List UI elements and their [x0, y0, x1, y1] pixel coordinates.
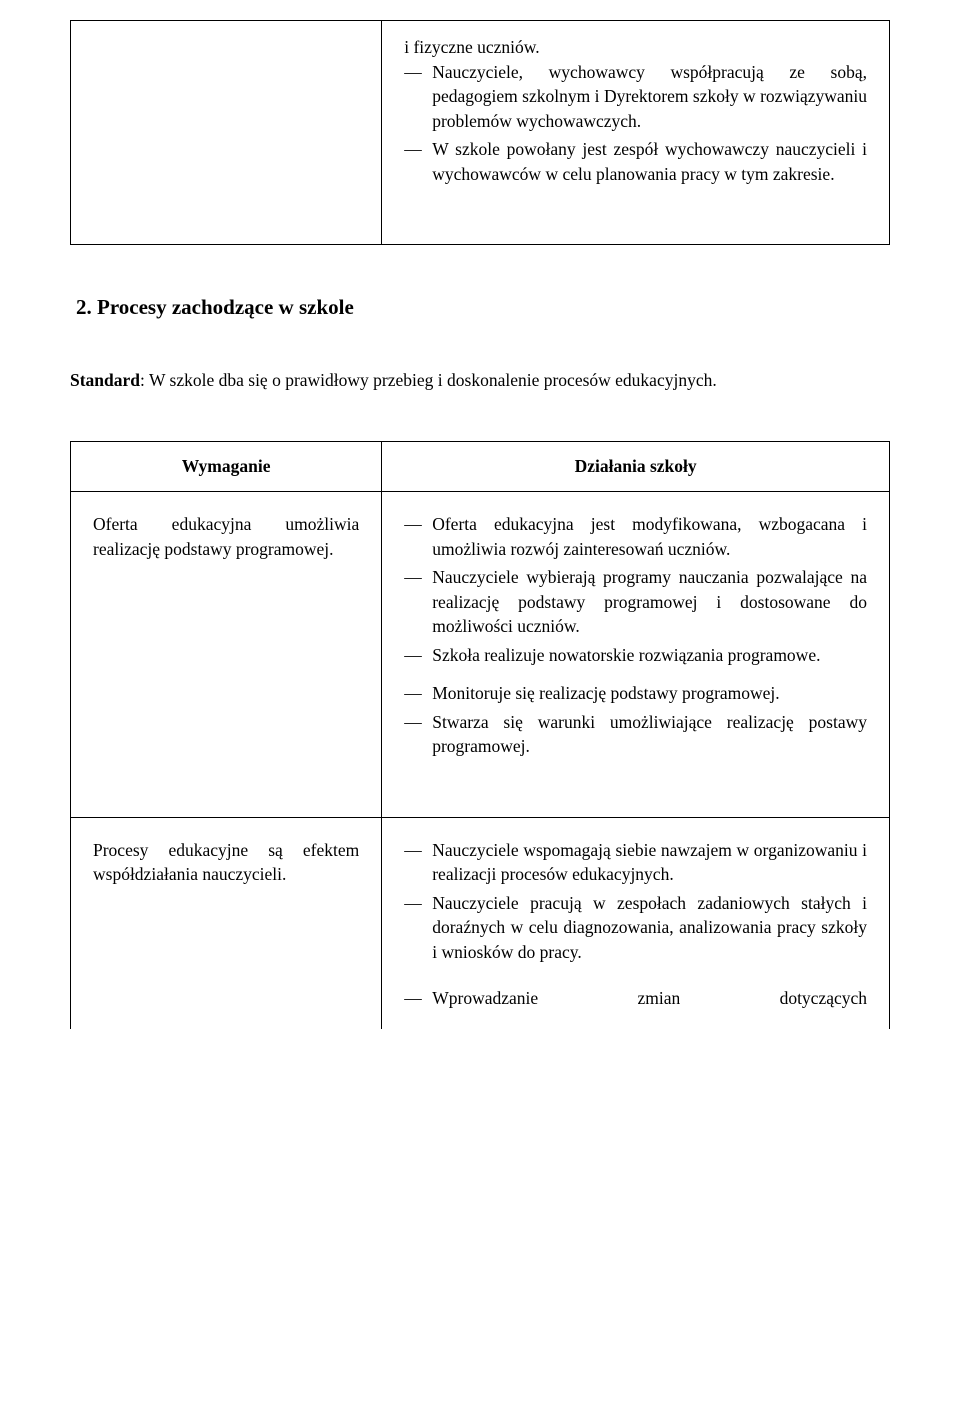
table-header-row: Wymaganie Działania szkoły	[71, 442, 890, 492]
header-dzialania: Działania szkoły	[382, 442, 890, 492]
section-heading: 2. Procesy zachodzące w szkole	[76, 295, 890, 320]
row2-right: Nauczyciele wspomagają siebie nawzajem w…	[382, 817, 890, 1029]
row2-last-bullet: Wprowadzanie zmian dotyczących	[404, 986, 867, 1011]
row2-last-bullet-list: Wprowadzanie zmian dotyczących	[404, 986, 867, 1011]
standard-label: Standard	[70, 370, 140, 390]
row2-last-prefix: Wprowadzanie	[432, 988, 538, 1008]
table-row: Procesy edukacyjne są efektem współdział…	[71, 817, 890, 1029]
row1-bullet-a3: Szkoła realizuje nowatorskie rozwiązania…	[404, 643, 867, 668]
standard-text: : W szkole dba się o prawidłowy przebieg…	[140, 370, 717, 390]
row2-left-text: Procesy edukacyjne są efektem współdział…	[93, 838, 359, 887]
row2-last-middle: zmian	[637, 988, 680, 1008]
top-line1: i fizyczne uczniów.	[404, 35, 867, 60]
row2-bullet-1: Nauczyciele wspomagają siebie nawzajem w…	[404, 838, 867, 887]
top-table-left-cell	[71, 21, 382, 245]
top-bullet-list: Nauczyciele, wychowawcy współpracują ze …	[404, 60, 867, 187]
row1-bullet-b2: Stwarza się warunki umożliwiające realiz…	[404, 710, 867, 759]
header-wymaganie: Wymaganie	[71, 442, 382, 492]
top-table: i fizyczne uczniów. Nauczyciele, wychowa…	[70, 20, 890, 245]
row1-bullet-a1: Oferta edukacyjna jest modyfikowana, wzb…	[404, 512, 867, 561]
row2-bullets: Nauczyciele wspomagają siebie nawzajem w…	[404, 838, 867, 965]
standard-line: Standard: W szkole dba się o prawidłowy …	[70, 370, 890, 391]
row1-bullet-a2: Nauczyciele wybierają programy nauczania…	[404, 565, 867, 639]
top-bullet-1: Nauczyciele, wychowawcy współpracują ze …	[404, 60, 867, 134]
row2-last-suffix: dotyczących	[780, 988, 867, 1008]
table-row: Oferta edukacyjna umożliwia realizację p…	[71, 492, 890, 818]
row1-bullet-b1: Monitoruje się realizację podstawy progr…	[404, 681, 867, 706]
row1-bullets-b: Monitoruje się realizację podstawy progr…	[404, 681, 867, 759]
row2-left: Procesy edukacyjne są efektem współdział…	[71, 817, 382, 1029]
row2-bullet-2: Nauczyciele pracują w zespołach zadaniow…	[404, 891, 867, 965]
row1-bullets-a: Oferta edukacyjna jest modyfikowana, wzb…	[404, 512, 867, 667]
row1-right: Oferta edukacyjna jest modyfikowana, wzb…	[382, 492, 890, 818]
row1-left-text: Oferta edukacyjna umożliwia realizację p…	[93, 512, 359, 561]
top-bullet-2: W szkole powołany jest zespół wychowawcz…	[404, 137, 867, 186]
top-table-right-cell: i fizyczne uczniów. Nauczyciele, wychowa…	[382, 21, 890, 245]
requirements-table: Wymaganie Działania szkoły Oferta edukac…	[70, 441, 890, 1029]
row1-left: Oferta edukacyjna umożliwia realizację p…	[71, 492, 382, 818]
